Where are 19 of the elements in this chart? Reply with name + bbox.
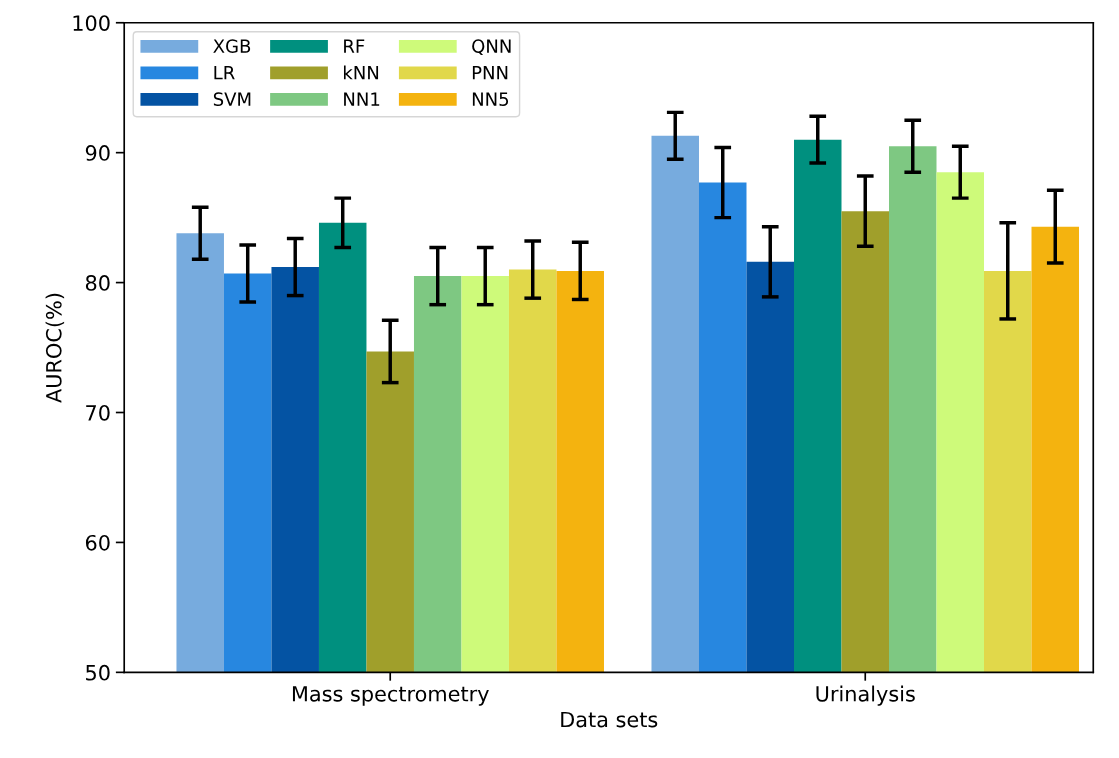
- y-tick-label: 50: [86, 664, 110, 681]
- legend-label: kNN: [343, 65, 379, 80]
- x-tick-label: Urinalysis: [816, 685, 915, 706]
- legend-label: XGB: [213, 39, 251, 53]
- legend-label: PNN: [472, 66, 508, 80]
- x-tick-label: Mass spectrometry: [292, 686, 489, 706]
- x-axis-title: Data sets: [561, 711, 658, 728]
- y-tick-label: 80: [85, 275, 110, 291]
- y-axis-title: AUROC(%): [45, 293, 65, 403]
- y-tick-label: 90: [85, 145, 110, 161]
- legend-label: RF: [344, 39, 365, 53]
- legend-label: LR: [214, 66, 235, 80]
- legend-label: SVM: [213, 92, 251, 106]
- legend-label: NN5: [472, 92, 509, 106]
- legend-label: NN1: [344, 92, 380, 106]
- y-tick-label: 60: [85, 534, 110, 551]
- y-tick-label: 100: [73, 15, 110, 31]
- y-tick-label: 70: [86, 404, 110, 421]
- legend-label: QNN: [472, 39, 511, 56]
